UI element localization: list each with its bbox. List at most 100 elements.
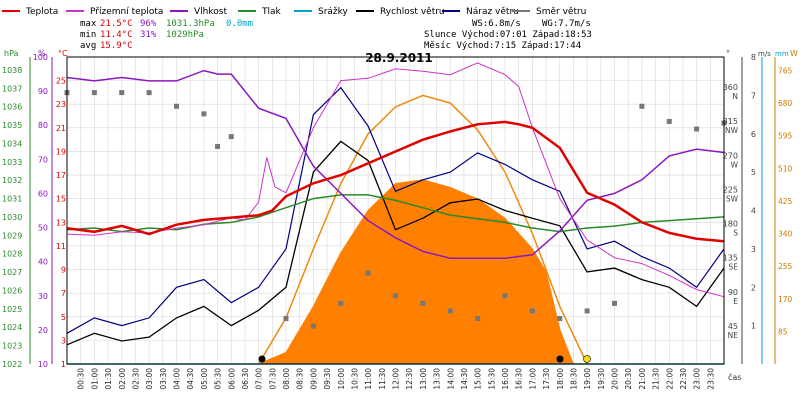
x-tick-label: 17:30 xyxy=(542,368,551,390)
y-tick-percent: 60 xyxy=(38,189,48,198)
x-tick-label: 19:30 xyxy=(597,368,606,390)
y-tick-direction: SE xyxy=(729,263,739,272)
x-tick-label: 23:00 xyxy=(693,368,702,390)
x-tick-label: 21:00 xyxy=(638,368,647,390)
wind-direction-point xyxy=(119,90,125,96)
stat-avg-label: avg xyxy=(80,41,96,51)
wind-direction-point xyxy=(612,300,617,306)
y-tick-hpa: 1028 xyxy=(2,250,22,259)
wind-direction-point xyxy=(447,308,453,314)
y-tick-celsius: 11 xyxy=(56,242,66,251)
y-tick-hpa: 1029 xyxy=(2,231,22,240)
y-tick-direction: N xyxy=(732,92,738,101)
x-tick-label: 22:30 xyxy=(679,368,688,390)
y-tick-celsius: 25 xyxy=(56,77,66,86)
y-tick-percent: 30 xyxy=(38,292,48,301)
legend-label-rychlost-vetru: Rychlost větru xyxy=(380,7,445,17)
y-tick-celsius: 9 xyxy=(61,266,66,275)
y-tick-direction: W xyxy=(731,160,739,169)
x-tick-label: 01:00 xyxy=(90,368,99,390)
stat-max-rain: 0.0mm xyxy=(226,19,253,29)
wind-direction-point xyxy=(174,103,179,109)
x-tick-label: 06:30 xyxy=(241,368,250,390)
moonrise-marker-icon xyxy=(258,355,266,363)
x-tick-label: 04:00 xyxy=(173,368,182,390)
x-tick-label: 05:00 xyxy=(200,368,209,390)
stat-wind-gust: WG:7.7m/s xyxy=(542,19,591,29)
x-tick-label: 15:00 xyxy=(474,368,483,390)
y-tick-degree: 315 xyxy=(723,117,738,126)
stat-max-temp: 21.5°C xyxy=(100,19,133,29)
x-tick-label: 22:00 xyxy=(665,368,674,390)
y-tick-ms: 7 xyxy=(751,91,756,100)
series-teplota xyxy=(66,120,725,243)
y-tick-watt: 595 xyxy=(778,132,793,141)
y-tick-hpa: 1025 xyxy=(2,305,22,314)
y-tick-hpa: 1032 xyxy=(2,176,22,185)
stat-wind-speed: WS:6.8m/s xyxy=(472,19,521,29)
y-tick-watt: 255 xyxy=(778,262,793,271)
y-tick-percent: 50 xyxy=(38,224,48,233)
y-tick-celsius: 15 xyxy=(56,195,66,204)
stat-min-pressure: 1029hPa xyxy=(166,30,204,40)
series-theoretical-radiation xyxy=(257,94,588,365)
x-tick-label: 08:30 xyxy=(296,368,305,390)
wind-direction-point xyxy=(694,126,700,132)
y-tick-celsius: 19 xyxy=(56,147,66,156)
y-tick-hpa: 1030 xyxy=(2,213,22,222)
axes xyxy=(29,57,776,364)
y-tick-ms: 2 xyxy=(751,283,756,292)
y-tick-watt: 510 xyxy=(778,164,793,173)
x-tick-label: 07:00 xyxy=(255,368,264,390)
x-tick-label: 05:30 xyxy=(214,368,223,390)
y-tick-hpa: 1031 xyxy=(2,195,22,204)
y-tick-direction: NW xyxy=(725,126,739,135)
x-tick-label: 18:30 xyxy=(569,368,578,390)
y-tick-ms: 5 xyxy=(751,168,756,177)
axis-unit-degree: ° xyxy=(726,49,730,58)
y-tick-celsius: 5 xyxy=(61,313,66,322)
plot-frame xyxy=(66,56,725,365)
legend-item-srazky: Srážky xyxy=(294,7,349,17)
legend-item-smer-vetru: Směr větru xyxy=(512,7,586,17)
stat-min-humidity: 31% xyxy=(140,30,157,40)
legend-item-tlak: Tlak xyxy=(238,7,282,17)
wind-direction-point xyxy=(639,103,645,109)
legend-item-naraz-vetru: Náraz větru xyxy=(442,7,519,17)
x-tick-label: 11:30 xyxy=(378,368,387,390)
x-tick-label: 01:30 xyxy=(104,368,113,390)
axis-unit-celsius: °C xyxy=(58,49,68,58)
y-tick-celsius: 17 xyxy=(56,171,66,180)
legend-item-rychlost-vetru: Rychlost větru xyxy=(356,7,445,17)
sun-moon-markers xyxy=(258,355,591,363)
y-tick-watt: 170 xyxy=(778,295,793,304)
legend-label-prizemni-teplota: Přízemní teplota xyxy=(90,7,163,17)
wind-direction-point xyxy=(557,316,563,322)
x-tick-label: 11:00 xyxy=(364,368,373,390)
y-tick-ms: 4 xyxy=(751,207,756,216)
x-tick-label: 12:30 xyxy=(405,368,414,390)
y-tick-hpa: 1037 xyxy=(2,84,22,93)
tick-labels: 00:30 01:00 01:30 02:00 02:30 03:00 03:30 04:00… xyxy=(2,53,793,390)
wind-direction-point xyxy=(365,270,371,276)
axis-unit-percent: % xyxy=(38,49,46,58)
x-tick-label: 16:00 xyxy=(501,368,510,390)
wind-direction-point xyxy=(666,118,672,124)
wind-direction-point xyxy=(310,323,316,329)
x-tick-label: 13:30 xyxy=(433,368,442,390)
wind-direction-point xyxy=(283,316,289,322)
y-tick-direction: NE xyxy=(728,331,739,340)
y-tick-watt: 425 xyxy=(778,197,793,206)
y-tick-percent: 100 xyxy=(33,53,48,62)
x-tick-label: 03:00 xyxy=(145,368,154,390)
series-tlak xyxy=(66,194,725,233)
y-tick-percent: 70 xyxy=(38,155,48,164)
x-tick-label: 02:00 xyxy=(118,368,127,390)
y-tick-degree: 225 xyxy=(723,185,738,194)
x-tick-label: 03:30 xyxy=(159,368,168,390)
y-tick-percent: 40 xyxy=(38,258,48,267)
axis-unit-watt: W xyxy=(790,49,798,58)
axis-unit-mm: mm xyxy=(775,50,789,58)
x-tick-label: 23:30 xyxy=(706,368,715,390)
